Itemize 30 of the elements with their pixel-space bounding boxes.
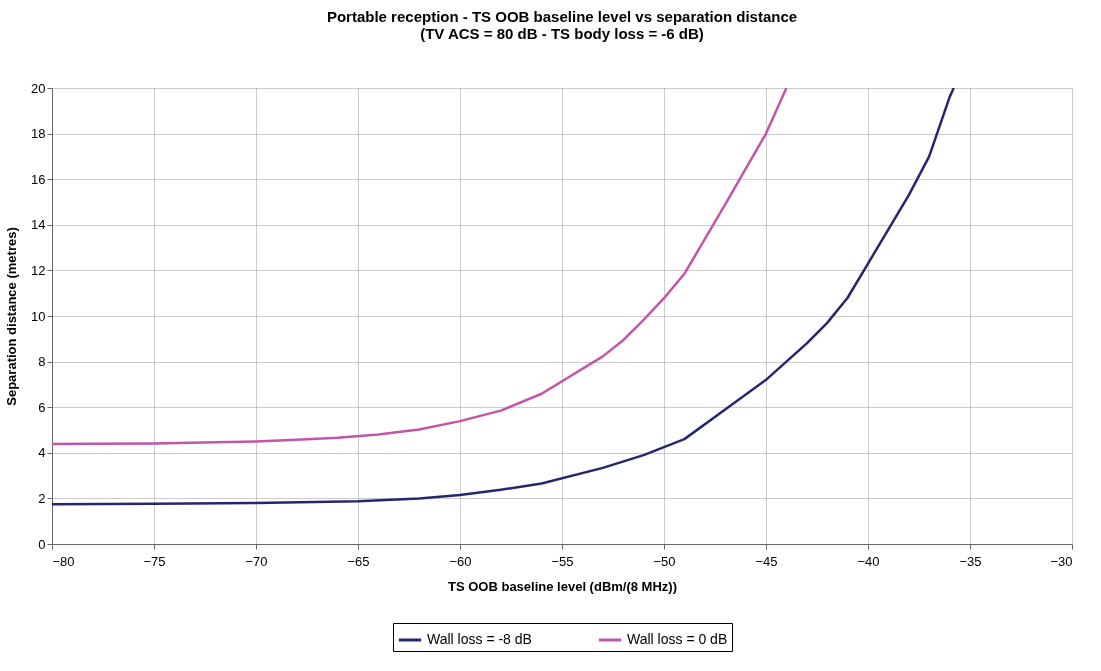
y-tick-label: 12 <box>31 262 46 278</box>
y-tick-label: 20 <box>31 80 46 96</box>
y-tick-label: 8 <box>38 354 46 370</box>
legend-label: Wall loss = 0 dB <box>627 631 728 647</box>
y-tick-label: 10 <box>31 308 46 324</box>
legend-label: Wall loss = -8 dB <box>427 631 532 647</box>
y-tick-label: 6 <box>38 399 46 415</box>
line-series <box>52 88 788 446</box>
x-tick-label: −50 <box>653 553 676 569</box>
x-tick-label: −65 <box>347 553 370 569</box>
chart-subtitle: (TV ACS = 80 dB - TS body loss = -6 dB) <box>420 25 704 42</box>
x-tick-label: −70 <box>245 553 268 569</box>
x-tick-label: −75 <box>143 553 166 569</box>
x-tick-label: −30 <box>1050 553 1073 569</box>
y-tick-label: 14 <box>31 217 46 233</box>
x-tick-label: −60 <box>449 553 472 569</box>
chart-title: Portable reception - TS OOB baseline level vs separation distance <box>326 8 798 25</box>
x-tick-label: −45 <box>755 553 778 569</box>
x-tick-label: −35 <box>959 553 982 569</box>
y-tick-label: 2 <box>38 490 46 506</box>
y-tick-label: 18 <box>31 126 46 142</box>
y-tick-label: 4 <box>38 445 46 461</box>
x-tick-label: −40 <box>857 553 880 569</box>
x-tick-label: −80 <box>52 553 75 569</box>
y-tick-label: 16 <box>31 171 46 187</box>
x-tick-label: −55 <box>551 553 574 569</box>
y-tick-label: 0 <box>38 536 46 552</box>
line-series <box>52 88 955 506</box>
x-axis-title: TS OOB baseline level (dBm/(8 MHz)) <box>448 578 677 594</box>
y-axis-title: Separation distance (metres) <box>4 227 20 406</box>
